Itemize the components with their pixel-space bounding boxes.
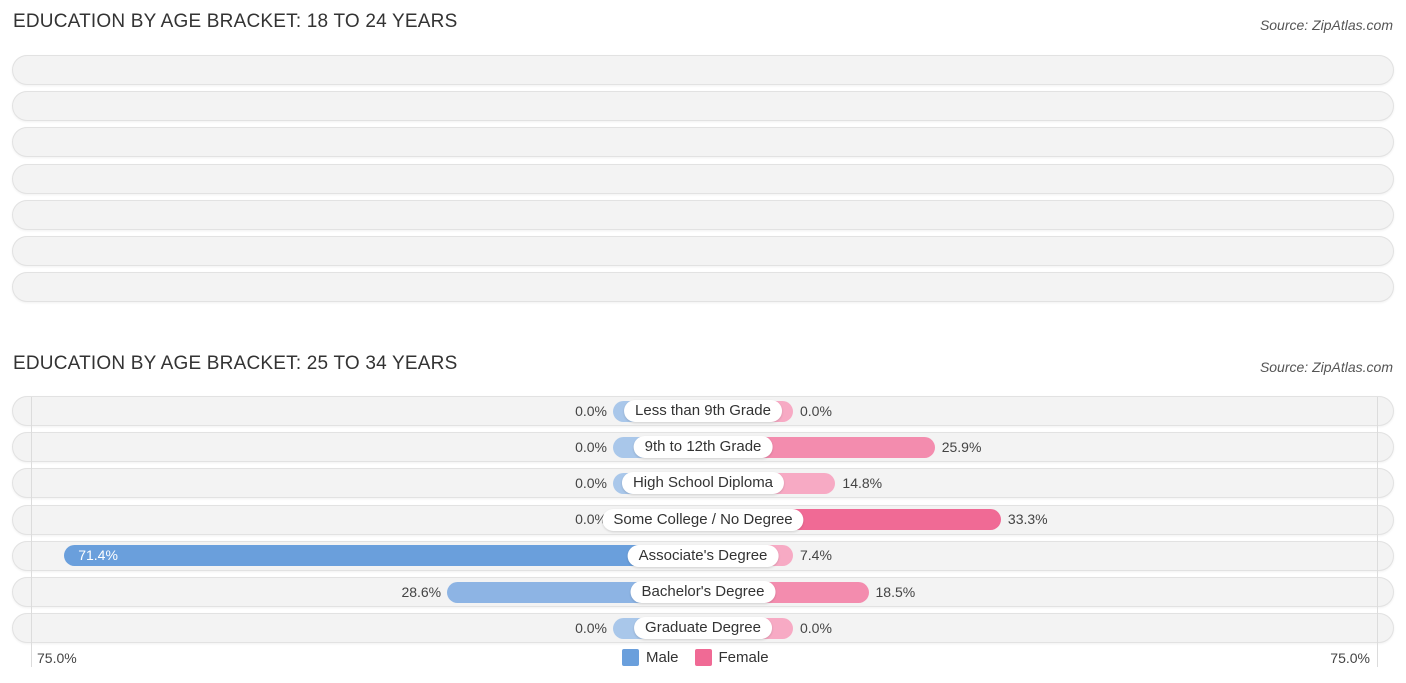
value-label-male: 0.0%: [575, 402, 607, 419]
value-label-male: 28.6%: [401, 583, 442, 600]
value-label-female: 14.8%: [842, 474, 883, 491]
legend: Male Female: [622, 649, 785, 666]
legend-label-male: Male: [646, 649, 679, 666]
chart1-row: [12, 199, 1394, 230]
category-label: Graduate Degree: [634, 617, 772, 640]
chart1-row: [12, 55, 1394, 85]
axis-left-tick: 75.0%: [37, 650, 77, 666]
category-label: Some College / No Degree: [602, 508, 804, 531]
chart1-row: [12, 163, 1394, 194]
legend-label-female: Female: [718, 649, 769, 666]
value-label-male: 0.0%: [575, 438, 607, 455]
chart2-source: Source: ZipAtlas.com: [1259, 359, 1393, 375]
chart2-title: EDUCATION BY AGE BRACKET: 25 TO 34 YEARS: [13, 353, 458, 374]
axis-right-tick: 75.0%: [1330, 650, 1370, 666]
value-label-female: 33.3%: [1007, 511, 1048, 528]
value-label-male: 71.4%: [78, 547, 118, 564]
chart1-title: EDUCATION BY AGE BRACKET: 18 TO 24 YEARS: [13, 11, 458, 32]
value-label-female: 25.9%: [941, 438, 982, 455]
value-label-female: 7.4%: [800, 547, 832, 564]
legend-swatch-female: [694, 649, 712, 666]
legend-item-female: Female: [694, 649, 769, 666]
value-label-female: 0.0%: [800, 619, 832, 636]
category-label: Less than 9th Grade: [624, 400, 782, 422]
chart1-source: Source: ZipAtlas.com: [1259, 17, 1393, 33]
category-label: High School Diploma: [621, 472, 785, 495]
legend-item-male: Male: [622, 649, 679, 666]
axis-right-line: [1377, 397, 1378, 667]
category-label: Associate's Degree: [627, 544, 779, 567]
axis-left-line: [31, 397, 32, 667]
bar-male: [64, 545, 703, 567]
value-label-male: 0.0%: [575, 511, 607, 528]
value-label-male: 0.0%: [575, 619, 607, 636]
chart1-row: [12, 91, 1394, 122]
value-label-female: 18.5%: [875, 583, 916, 600]
legend-swatch-male: [622, 649, 639, 666]
chart1-row: [12, 272, 1394, 303]
chart1-row: [12, 127, 1394, 158]
chart1-row: [12, 236, 1394, 266]
value-label-female: 0.0%: [800, 402, 832, 419]
category-label: Bachelor's Degree: [630, 581, 776, 603]
category-label: 9th to 12th Grade: [633, 436, 773, 459]
value-label-male: 0.0%: [575, 474, 607, 491]
